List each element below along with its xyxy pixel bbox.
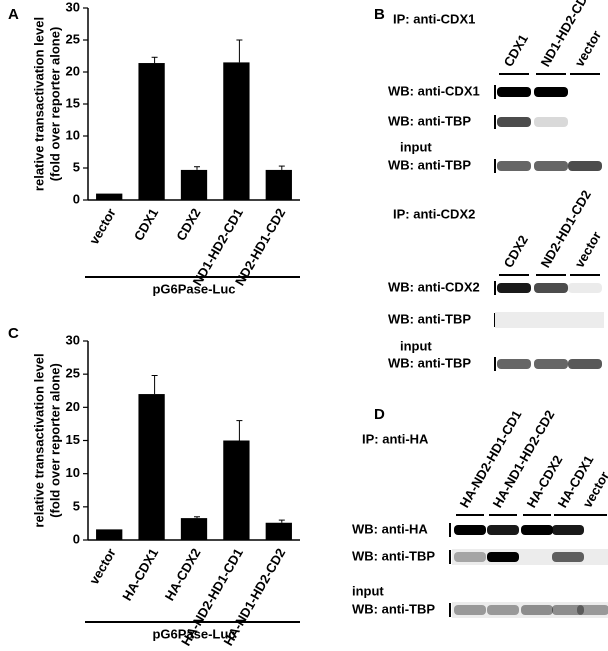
blot-band: [568, 283, 602, 293]
blot-band: [534, 161, 568, 171]
blot-band: [521, 525, 553, 535]
blot-band: [487, 552, 519, 562]
bar: [138, 394, 165, 540]
y-tick-label: 20: [66, 63, 80, 78]
x-tick-label: CDX2: [173, 206, 203, 244]
y-tick-label: 15: [66, 95, 80, 110]
blot-band: [552, 605, 584, 615]
panel-label: A: [8, 6, 19, 23]
y-tick-label: 25: [66, 366, 80, 381]
bar: [223, 440, 250, 540]
y-tick-label: 30: [66, 332, 80, 347]
y-tick-label: 30: [66, 0, 80, 14]
bar: [223, 62, 250, 201]
bar: [180, 518, 208, 540]
y-tick-label: 10: [66, 127, 80, 142]
y-axis-label: (fold over reporter alone): [47, 363, 62, 518]
blot-band: [487, 525, 519, 535]
blot-band: [497, 117, 531, 127]
x-tick-label: vector: [86, 206, 119, 247]
blot-band: [487, 605, 519, 615]
row-label: WB: anti-CDX2: [388, 279, 480, 294]
blot-band: [497, 161, 531, 171]
blot-band: [534, 87, 568, 97]
lane-label: HA-ND1-HD2-CD2: [490, 408, 558, 511]
row-label: WB: anti-TBP: [352, 548, 435, 563]
lane-label: vector: [572, 229, 605, 270]
ip-label: IP: anti-CDX2: [393, 206, 475, 221]
bar: [265, 169, 292, 200]
bar: [96, 529, 123, 540]
y-tick-label: 0: [73, 531, 80, 546]
bar: [265, 522, 292, 540]
row-header: input: [400, 338, 432, 353]
row-label: WB: anti-TBP: [388, 113, 471, 128]
blot-band: [454, 552, 486, 562]
blot-band: [568, 161, 602, 171]
panel-label: C: [8, 325, 19, 342]
lane-label: CDX2: [501, 233, 531, 271]
blot-band: [552, 525, 584, 535]
bar: [96, 193, 123, 200]
row-label: WB: anti-TBP: [388, 157, 471, 172]
blot-band: [521, 605, 553, 615]
blot-band: [454, 525, 486, 535]
row-label: WB: anti-CDX1: [388, 83, 480, 98]
x-tick-label: vector: [86, 546, 119, 587]
y-axis-label: (fold over reporter alone): [47, 27, 62, 182]
y-tick-label: 0: [73, 191, 80, 206]
blot-band: [577, 605, 608, 615]
x-axis-label: pG6Pase-Luc: [152, 281, 235, 296]
bar: [138, 63, 165, 200]
panel-label: B: [374, 6, 385, 23]
blot-band: [534, 283, 568, 293]
y-tick-label: 15: [66, 432, 80, 447]
panel-label: D: [374, 406, 385, 423]
row-header: input: [352, 583, 384, 598]
bar: [180, 169, 208, 200]
y-axis-label: relative transactivation level: [31, 353, 46, 527]
y-axis-label: relative transactivation level: [31, 17, 46, 191]
row-label: WB: anti-HA: [352, 521, 428, 536]
ip-label: IP: anti-HA: [362, 431, 429, 446]
y-tick-label: 10: [66, 465, 80, 480]
blot-background: [495, 312, 604, 328]
row-label: WB: anti-TBP: [388, 311, 471, 326]
blot-band: [552, 552, 584, 562]
y-tick-label: 5: [73, 498, 80, 513]
blot-background: [452, 602, 608, 618]
x-tick-label: HA-CDX1: [119, 546, 161, 604]
y-tick-label: 25: [66, 31, 80, 46]
blot-band: [497, 359, 531, 369]
row-header: input: [400, 139, 432, 154]
lane-label: CDX1: [501, 32, 531, 70]
ip-label: IP: anti-CDX1: [393, 11, 475, 26]
x-axis-label: pG6Pase-Luc: [152, 626, 235, 641]
y-tick-label: 5: [73, 159, 80, 174]
lane-label: vector: [572, 28, 605, 69]
y-tick-label: 20: [66, 399, 80, 414]
x-tick-label: HA-CDX2: [162, 546, 204, 604]
blot-band: [454, 605, 486, 615]
blot-band: [534, 117, 568, 127]
blot-band: [568, 359, 602, 369]
blot-band: [534, 359, 568, 369]
blot-band: [497, 87, 531, 97]
row-label: WB: anti-TBP: [388, 355, 471, 370]
blot-band: [497, 283, 531, 293]
x-tick-label: CDX1: [131, 206, 161, 244]
row-label: WB: anti-TBP: [352, 601, 435, 616]
